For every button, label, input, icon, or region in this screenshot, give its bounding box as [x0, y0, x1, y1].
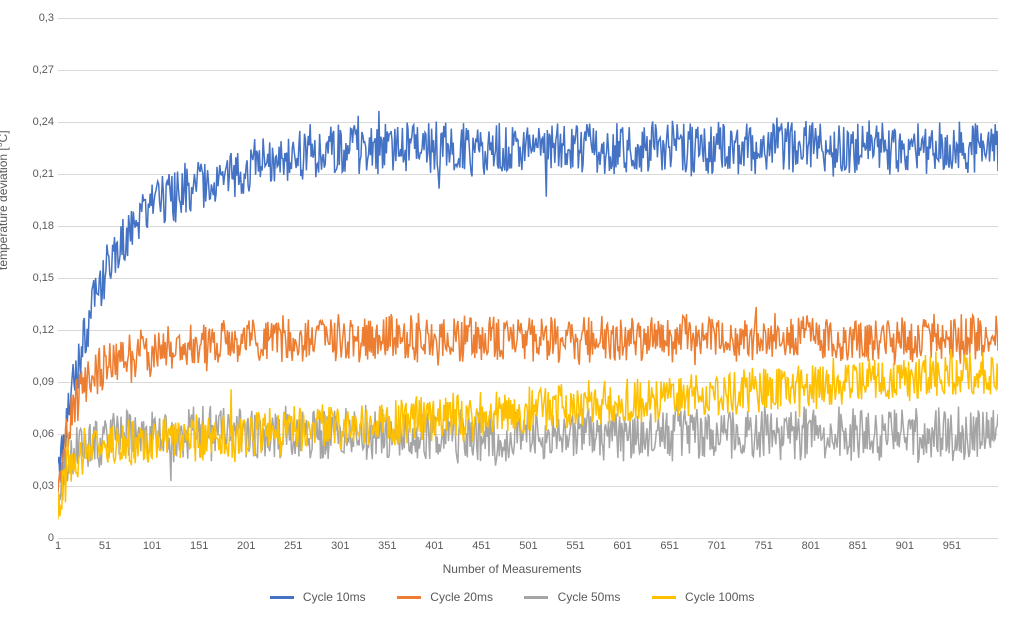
x-tick-label: 901 — [896, 540, 914, 552]
legend-item-cycle-50ms: Cycle 50ms — [524, 590, 620, 604]
x-tick-label: 551 — [566, 540, 584, 552]
x-tick-label: 51 — [99, 540, 111, 552]
x-tick-label: 701 — [707, 540, 725, 552]
legend-label: Cycle 50ms — [558, 590, 621, 604]
chart-container: temperature deviation [°C] 0 0,03 0,06 0,09… — [0, 0, 1024, 620]
legend-item-cycle-10ms: Cycle 10ms — [270, 590, 366, 604]
x-tick-label: 351 — [378, 540, 396, 552]
y-tick-label: 0,06 — [18, 428, 54, 440]
x-tick-label: 201 — [237, 540, 255, 552]
legend-label: Cycle 10ms — [303, 590, 366, 604]
x-tick-label: 951 — [943, 540, 961, 552]
legend: Cycle 10ms Cycle 20ms Cycle 50ms Cycle 1… — [0, 590, 1024, 604]
x-tick-label: 101 — [143, 540, 161, 552]
x-tick-label: 751 — [755, 540, 773, 552]
x-tick-label: 651 — [660, 540, 678, 552]
series-line-cycle-20ms — [58, 307, 998, 493]
y-tick-label: 0,3 — [18, 12, 54, 24]
y-tick-label: 0,12 — [18, 324, 54, 336]
y-tick-label: 0,27 — [18, 64, 54, 76]
y-tick-label: 0,21 — [18, 168, 54, 180]
x-axis-title: Number of Measurements — [0, 562, 1024, 576]
y-tick-label: 0,09 — [18, 376, 54, 388]
x-tick-label: 151 — [190, 540, 208, 552]
legend-item-cycle-20ms: Cycle 20ms — [397, 590, 493, 604]
x-tick-label: 601 — [613, 540, 631, 552]
x-tick-label: 1 — [55, 540, 61, 552]
legend-label: Cycle 100ms — [685, 590, 754, 604]
y-tick-label: 0,03 — [18, 480, 54, 492]
x-tick-label: 801 — [802, 540, 820, 552]
x-tick-label: 401 — [425, 540, 443, 552]
legend-swatch — [652, 596, 676, 599]
plot-area — [58, 18, 998, 538]
gridline — [58, 538, 998, 539]
legend-swatch — [270, 596, 294, 599]
y-tick-label: 0 — [18, 532, 54, 544]
legend-item-cycle-100ms: Cycle 100ms — [652, 590, 755, 604]
x-tick-label: 251 — [284, 540, 302, 552]
x-tick-label: 451 — [472, 540, 490, 552]
y-tick-label: 0,18 — [18, 220, 54, 232]
x-tick-label: 851 — [849, 540, 867, 552]
legend-swatch — [524, 596, 548, 599]
x-tick-label: 501 — [519, 540, 537, 552]
y-tick-label: 0,15 — [18, 272, 54, 284]
chart-lines — [58, 18, 998, 538]
y-axis-title: temperature deviation [°C] — [0, 130, 10, 270]
legend-swatch — [397, 596, 421, 599]
x-tick-label: 301 — [331, 540, 349, 552]
legend-label: Cycle 20ms — [430, 590, 493, 604]
y-tick-label: 0,24 — [18, 116, 54, 128]
